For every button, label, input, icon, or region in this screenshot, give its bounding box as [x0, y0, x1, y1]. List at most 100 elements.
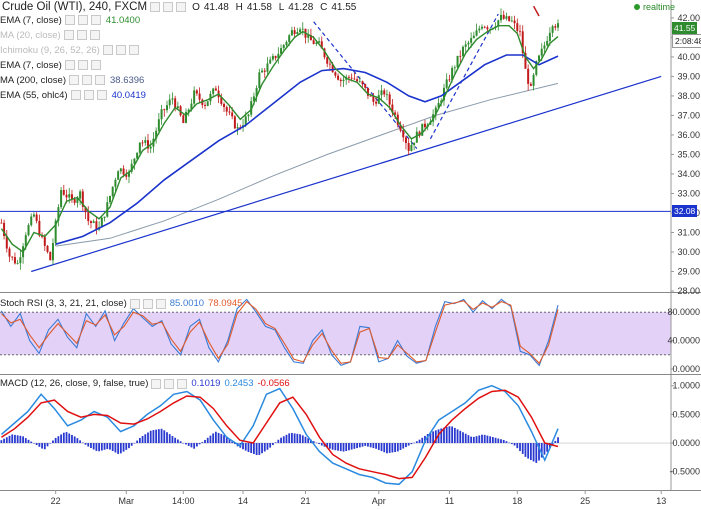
candle-body [323, 48, 326, 58]
macd-histogram-bar [152, 430, 155, 444]
macd-eye-icon[interactable] [164, 378, 175, 389]
stoch-d-line [1, 300, 559, 365]
candle-body [51, 243, 54, 261]
close-icon[interactable] [176, 2, 187, 12]
settings-icon[interactable] [150, 2, 161, 12]
indicator-settings-icon[interactable] [70, 90, 81, 100]
indicator-close-icon[interactable] [95, 75, 105, 85]
macd-histogram-bar [475, 436, 478, 444]
macd-histogram-bar [109, 443, 111, 450]
indicator-row[interactable]: MA (20, close) [0, 29, 100, 41]
macd-histogram-bar [291, 432, 293, 444]
macd-settings-icon[interactable] [151, 378, 162, 389]
macd-histogram-bar [147, 432, 149, 444]
macd-histogram-bar [220, 434, 223, 444]
candle-body [117, 171, 120, 180]
macd-histogram-bar [168, 434, 171, 444]
candle-body [127, 171, 130, 177]
candle-body [89, 221, 92, 223]
indicator-eye-icon[interactable] [76, 30, 87, 40]
candle-body [258, 72, 261, 89]
candle-body [434, 107, 437, 115]
candle-body [377, 95, 380, 104]
candle-body [62, 189, 65, 195]
indicator-label: MA (200, close) [0, 74, 66, 86]
macd-histogram-bar [81, 442, 84, 444]
candle-body [57, 207, 60, 221]
indicator-row[interactable]: EMA (7, close) [0, 59, 101, 71]
visibility-icon[interactable] [163, 2, 174, 12]
macd-histogram-bar [513, 443, 516, 446]
indicator-close-icon[interactable] [90, 15, 101, 25]
indicator-row[interactable]: EMA (7, close) 41.0400 [0, 14, 140, 26]
candle-body [16, 263, 19, 264]
macd-tick-label: 0.5000 [672, 409, 700, 419]
indicator-eye-icon[interactable] [83, 90, 94, 100]
macd-histogram-bar [445, 426, 448, 444]
indicator-row[interactable]: EMA (55, ohlc4) 40.0419 [0, 89, 146, 101]
indicator-settings-icon[interactable] [102, 45, 113, 55]
macd-histogram-bar [87, 443, 90, 447]
indicator-settings-icon[interactable] [69, 75, 79, 85]
macd-histogram-bar [195, 443, 198, 447]
stoch-settings-icon[interactable] [129, 298, 140, 309]
indicator-close-icon[interactable] [128, 45, 139, 55]
macd-histogram-bar [394, 443, 396, 452]
indicator-settings-icon[interactable] [63, 30, 74, 40]
candle-body [548, 32, 551, 41]
stoch-close-icon[interactable] [155, 298, 166, 309]
indicator-eye-icon[interactable] [77, 60, 88, 70]
macd-histogram-bar [443, 427, 445, 444]
macd-histogram-bar [293, 433, 296, 444]
macd-histogram-bar [274, 442, 277, 444]
indicator-eye-icon[interactable] [82, 75, 92, 85]
candle-body [483, 26, 486, 28]
macd-histogram-bar [380, 443, 383, 452]
candle-body [372, 95, 375, 102]
macd-histogram-bar [217, 432, 220, 444]
candle-body [521, 31, 524, 53]
macd-close-icon[interactable] [177, 378, 188, 389]
macd-histogram-bar [95, 443, 98, 451]
candle-body [502, 14, 505, 19]
time-tick-label: 14 [238, 496, 248, 506]
candle-body [5, 236, 8, 249]
macd-histogram-bar [250, 443, 253, 453]
stoch-rsi-panel[interactable] [0, 298, 671, 367]
indicator-row[interactable]: MA (200, close) 38.6396 [0, 74, 144, 86]
price-panel[interactable] [0, 5, 671, 273]
indicator-row[interactable]: Ichimoku (9, 26, 52, 26) [0, 44, 139, 56]
candle-body [185, 111, 188, 123]
indicator-close-icon[interactable] [90, 60, 101, 70]
macd-histogram-bar [266, 443, 269, 450]
macd-histogram-bar [410, 443, 413, 445]
indicator-settings-icon[interactable] [64, 60, 75, 70]
candle-body [356, 79, 359, 82]
macd-histogram-bar [329, 443, 331, 449]
indicator-close-icon[interactable] [89, 30, 100, 40]
macd-histogram-bar [451, 426, 454, 444]
indicator-eye-icon[interactable] [77, 15, 88, 25]
macd-histogram-bar [375, 443, 377, 449]
macd-histogram-bar [187, 443, 190, 446]
macd-histogram-bar [144, 434, 147, 444]
candle-body [312, 40, 315, 44]
macd-histogram-bar [426, 434, 429, 444]
macd-histogram-bar [413, 442, 416, 444]
stoch-eye-icon[interactable] [142, 298, 153, 309]
macd-panel[interactable] [0, 384, 671, 486]
macd-histogram-bar [402, 443, 405, 449]
price-tick-label: 33.00 [677, 188, 700, 198]
indicator-settings-icon[interactable] [64, 15, 75, 25]
price-tick-label: 29.00 [677, 266, 700, 276]
candle-body [103, 216, 106, 218]
candle-body [274, 55, 277, 59]
macd-histogram-bar [27, 439, 30, 444]
indicator-close-icon[interactable] [96, 90, 107, 100]
indicator-eye-icon[interactable] [115, 45, 126, 55]
macd-tick-label: 1.0000 [672, 381, 700, 391]
candle-body [41, 235, 44, 237]
macd-histogram-bar [209, 435, 212, 444]
macd-histogram-bar [521, 443, 524, 454]
